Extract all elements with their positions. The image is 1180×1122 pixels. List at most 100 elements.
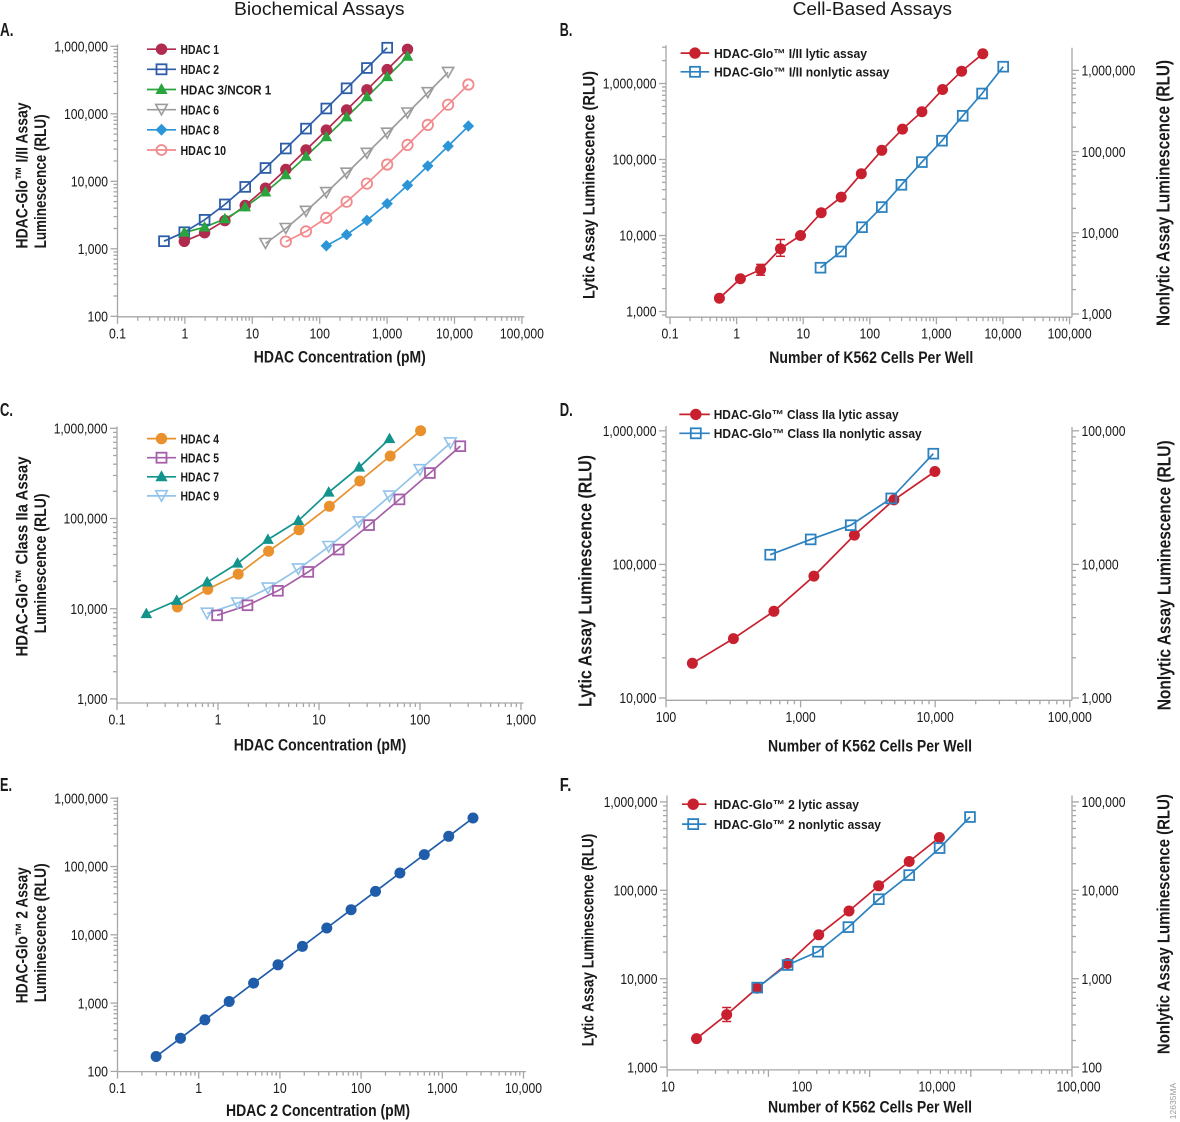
svg-text:0.1: 0.1	[662, 326, 679, 343]
svg-text:10,000: 10,000	[71, 174, 108, 191]
svg-text:100,000: 100,000	[64, 859, 108, 876]
svg-text:100,000: 100,000	[64, 511, 108, 528]
svg-text:100,000: 100,000	[64, 106, 108, 123]
svg-text:F.: F.	[560, 774, 572, 795]
svg-text:0.1: 0.1	[109, 325, 126, 342]
svg-text:Luminescence (RLU): Luminescence (RLU)	[31, 114, 50, 248]
svg-text:100,000: 100,000	[613, 557, 657, 574]
svg-text:HDAC 3/NCOR 1: HDAC 3/NCOR 1	[181, 82, 272, 97]
svg-text:HDAC 4: HDAC 4	[181, 431, 220, 446]
svg-text:10,000: 10,000	[619, 228, 656, 245]
svg-text:HDAC-Glo™ 2 lytic assay: HDAC-Glo™ 2 lytic assay	[714, 797, 860, 812]
svg-text:1,000: 1,000	[921, 326, 951, 343]
svg-text:1,000: 1,000	[506, 712, 536, 729]
svg-text:12635MA: 12635MA	[1168, 1082, 1178, 1119]
svg-text:HDAC 8: HDAC 8	[181, 123, 220, 138]
svg-text:Lytic Assay Luminescence (RLU): Lytic Assay Luminescence (RLU)	[576, 455, 596, 707]
svg-text:10,000: 10,000	[1082, 225, 1119, 242]
svg-text:0.1: 0.1	[109, 1080, 126, 1097]
svg-text:Nonlytic Assay Luminescence (R: Nonlytic Assay Luminescence (RLU)	[1154, 440, 1174, 710]
svg-text:1,000: 1,000	[1082, 306, 1112, 323]
svg-text:HDAC 6: HDAC 6	[181, 103, 220, 118]
svg-text:100: 100	[88, 309, 109, 326]
svg-text:1: 1	[195, 1080, 202, 1097]
svg-text:1,000: 1,000	[77, 691, 107, 708]
svg-text:HDAC Concentration (pM): HDAC Concentration (pM)	[234, 737, 407, 755]
svg-text:HDAC 2: HDAC 2	[181, 62, 220, 77]
svg-text:1,000: 1,000	[1082, 690, 1112, 707]
svg-text:HDAC 10: HDAC 10	[181, 143, 227, 158]
svg-text:HDAC-Glo™ Class IIa lytic assa: HDAC-Glo™ Class IIa lytic assay	[714, 407, 900, 422]
svg-text:Number of K562 Cells Per Well: Number of K562 Cells Per Well	[768, 1099, 972, 1117]
svg-text:10: 10	[245, 325, 259, 342]
svg-text:100,000: 100,000	[1048, 326, 1092, 343]
svg-text:100,000: 100,000	[1082, 144, 1126, 161]
svg-text:Number of K562 Cells Per Well: Number of K562 Cells Per Well	[769, 349, 973, 367]
svg-text:HDAC-Glo™ 2 nonlytic assay: HDAC-Glo™ 2 nonlytic assay	[714, 817, 882, 832]
svg-text:1,000: 1,000	[78, 995, 108, 1012]
svg-text:Cell-Based Assays: Cell-Based Assays	[793, 0, 952, 19]
svg-text:1,000,000: 1,000,000	[604, 794, 658, 811]
svg-text:100,000: 100,000	[613, 152, 657, 169]
svg-text:Lytic Assay Luminescence (RLU): Lytic Assay Luminescence (RLU)	[580, 834, 598, 1047]
svg-text:100: 100	[860, 326, 881, 343]
svg-text:A.: A.	[0, 19, 14, 40]
svg-text:100: 100	[88, 1064, 109, 1081]
svg-text:Luminescence (RLU): Luminescence (RLU)	[31, 493, 50, 633]
svg-text:1: 1	[733, 326, 740, 343]
svg-text:1,000,000: 1,000,000	[54, 39, 108, 56]
svg-text:10,000: 10,000	[1082, 883, 1119, 900]
svg-text:1,000: 1,000	[427, 1080, 457, 1097]
svg-text:1,000: 1,000	[372, 325, 402, 342]
svg-text:HDAC-Glo™ 2 Assay: HDAC-Glo™ 2 Assay	[13, 867, 32, 1003]
svg-text:HDAC 2 Concentration (pM): HDAC 2 Concentration (pM)	[226, 1102, 410, 1120]
svg-text:Nonlytic Assay Luminescence (R: Nonlytic Assay Luminescence (RLU)	[1153, 794, 1173, 1054]
svg-text:1: 1	[215, 712, 222, 729]
svg-text:10,000: 10,000	[917, 709, 954, 726]
svg-text:1,000,000: 1,000,000	[54, 790, 108, 807]
svg-text:100: 100	[309, 325, 330, 342]
svg-text:10,000: 10,000	[620, 971, 657, 988]
svg-text:100: 100	[351, 1080, 372, 1097]
svg-text:1,000: 1,000	[785, 709, 815, 726]
svg-text:HDAC-Glo™ I/II Assay: HDAC-Glo™ I/II Assay	[13, 102, 32, 248]
svg-text:10: 10	[661, 1078, 675, 1095]
svg-text:100: 100	[656, 709, 677, 726]
svg-text:1,000: 1,000	[1082, 971, 1112, 988]
svg-text:1,000: 1,000	[627, 1059, 657, 1076]
svg-text:C.: C.	[0, 399, 13, 420]
svg-text:100: 100	[410, 712, 431, 729]
svg-text:HDAC-Glo™ I/II lytic assay: HDAC-Glo™ I/II lytic assay	[714, 46, 868, 61]
svg-text:HDAC-Glo™ Class IIa Assay: HDAC-Glo™ Class IIa Assay	[13, 456, 32, 656]
svg-text:100: 100	[1082, 1059, 1103, 1076]
svg-text:Lytic Assay Luminescence (RLU): Lytic Assay Luminescence (RLU)	[579, 71, 598, 299]
svg-text:10,000: 10,000	[984, 326, 1021, 343]
svg-text:E.: E.	[0, 774, 12, 795]
svg-text:HDAC 9: HDAC 9	[181, 489, 220, 504]
svg-text:100,000: 100,000	[1082, 794, 1126, 811]
svg-text:HDAC-Glo™ Class IIa nonlytic a: HDAC-Glo™ Class IIa nonlytic assay	[714, 426, 923, 441]
svg-text:100,000: 100,000	[614, 883, 658, 900]
svg-text:10,000: 10,000	[70, 601, 107, 618]
svg-text:D.: D.	[560, 399, 573, 420]
svg-text:10,000: 10,000	[918, 1078, 955, 1095]
svg-text:10: 10	[312, 712, 326, 729]
svg-text:10,000: 10,000	[71, 927, 108, 944]
svg-text:HDAC-Glo™ I/II nonlytic assay: HDAC-Glo™ I/II nonlytic assay	[714, 65, 890, 80]
svg-text:10,000: 10,000	[436, 325, 473, 342]
svg-text:0.1: 0.1	[109, 712, 126, 729]
svg-text:HDAC 5: HDAC 5	[181, 451, 220, 466]
svg-text:1: 1	[182, 325, 189, 342]
svg-text:10,000: 10,000	[1082, 557, 1119, 574]
svg-text:1,000,000: 1,000,000	[603, 423, 657, 440]
svg-text:10,000: 10,000	[619, 690, 656, 707]
svg-text:100,000: 100,000	[1057, 1078, 1101, 1095]
svg-text:Luminescence (RLU): Luminescence (RLU)	[31, 863, 50, 1002]
svg-text:100,000: 100,000	[500, 325, 544, 342]
svg-text:B.: B.	[560, 19, 573, 40]
svg-text:Nonlytic Assay Luminescence (R: Nonlytic Assay Luminescence (RLU)	[1153, 60, 1173, 326]
svg-text:10,000: 10,000	[505, 1080, 542, 1097]
svg-text:1,000,000: 1,000,000	[54, 421, 108, 438]
svg-text:100,000: 100,000	[1082, 423, 1126, 440]
svg-text:10: 10	[796, 326, 810, 343]
